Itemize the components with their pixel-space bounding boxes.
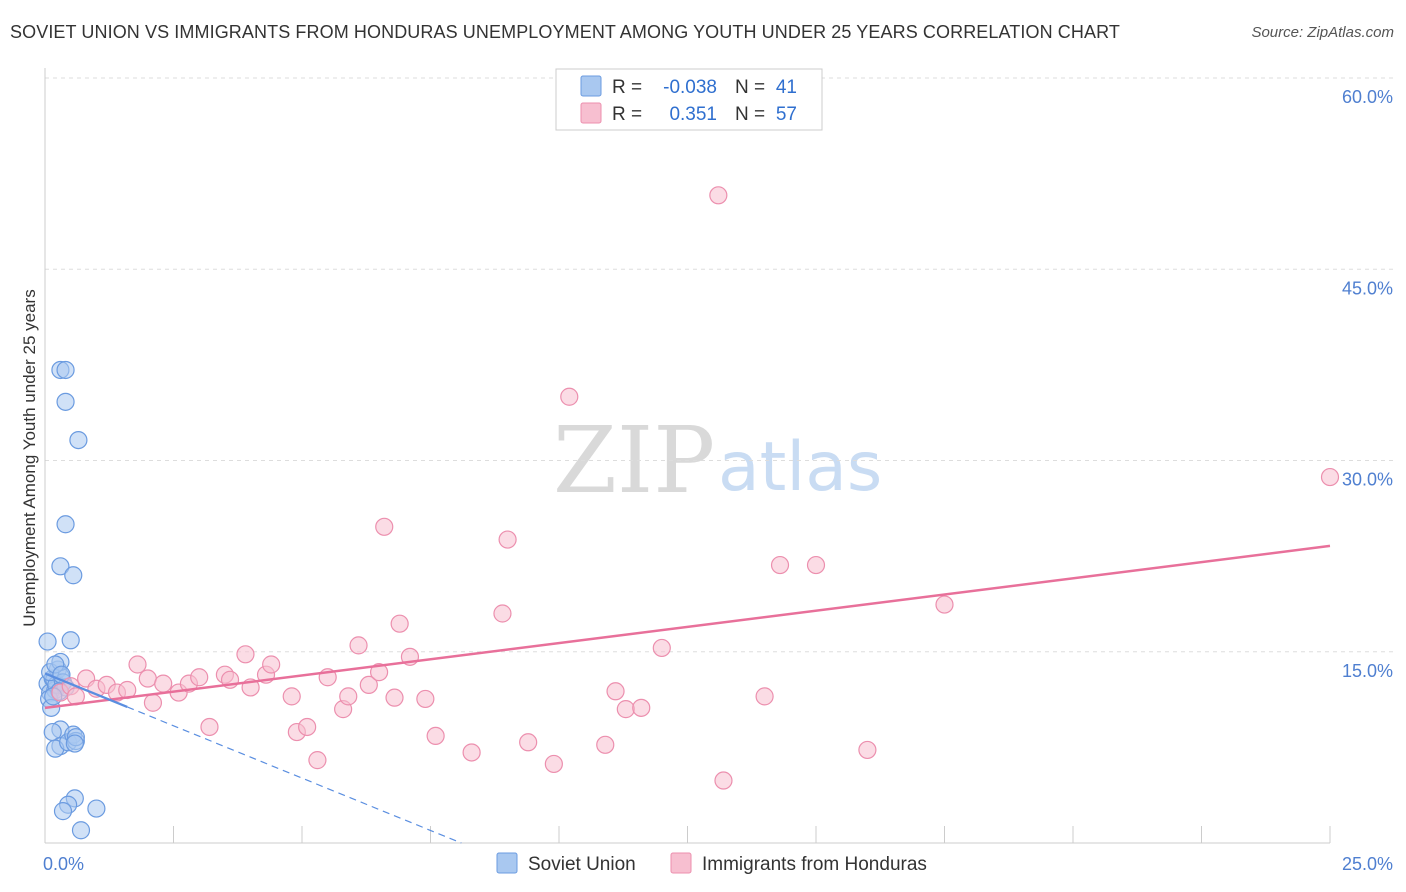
honduras-point-31: [370, 663, 389, 682]
honduras-point-18: [236, 645, 255, 664]
honduras-point-10: [143, 693, 163, 712]
series-label-honduras: Immigrants from Honduras: [702, 854, 927, 875]
honduras-points: [51, 186, 1340, 790]
honduras-point-52: [770, 555, 790, 575]
x-tick-labels: 0.0% 25.0%: [43, 854, 1393, 874]
legend-soviet-n-value: 41: [776, 77, 797, 98]
honduras-point-51: [755, 687, 774, 706]
y-tick-label-3: 60.0%: [1342, 87, 1393, 107]
chart-title: SOVIET UNION VS IMMIGRANTS FROM HONDURAS…: [10, 22, 1120, 42]
honduras-point-32: [375, 517, 394, 536]
honduras-point-25: [308, 751, 327, 770]
honduras-trend-line: [44, 544, 1331, 710]
trend-lines: [44, 544, 1331, 844]
y-axis-label: Unemployment Among Youth under 25 years: [20, 289, 39, 626]
chart-source: Source: ZipAtlas.com: [1251, 24, 1394, 41]
soviet-point-33: [71, 821, 91, 840]
honduras-point-33: [385, 688, 404, 707]
y-tick-label-1: 30.0%: [1342, 470, 1393, 490]
honduras-point-48: [652, 638, 671, 658]
y-tick-labels: 15.0% 30.0% 45.0% 60.0%: [1342, 87, 1393, 681]
soviet-point-36: [56, 392, 75, 411]
soviet-point-19: [61, 631, 80, 650]
honduras-point-53: [806, 555, 826, 575]
series-swatch-soviet: [496, 852, 518, 874]
honduras-point-50: [714, 771, 733, 790]
soviet-union-points: [38, 360, 106, 840]
honduras-point-46: [616, 700, 635, 719]
soviet-point-32: [87, 799, 106, 818]
gridlines: [45, 77, 1393, 653]
legend-honduras-n-label: N =: [735, 104, 765, 125]
legend-swatch-honduras: [580, 102, 602, 124]
soviet-trend-line-dashed: [127, 706, 462, 844]
honduras-point-45: [606, 682, 625, 701]
soviet-trend-line-solid: [44, 672, 128, 708]
series-legend: Soviet Union Immigrants from Honduras: [496, 852, 927, 875]
legend-soviet-r-value: -0.038: [663, 77, 717, 98]
soviet-point-37: [69, 431, 88, 450]
watermark: ZIP atlas: [553, 407, 882, 514]
watermark-zip: ZIP: [553, 407, 715, 514]
series-swatch-honduras: [670, 852, 692, 874]
legend-swatch-soviet: [580, 75, 602, 97]
y-tick-label-0: 15.0%: [1342, 661, 1393, 681]
soviet-point-35: [56, 360, 75, 380]
honduras-point-37: [426, 726, 445, 746]
honduras-point-14: [190, 668, 209, 687]
honduras-point-36: [416, 689, 435, 709]
soviet-point-28: [65, 734, 84, 753]
legend-soviet-n-label: N =: [735, 77, 765, 98]
honduras-point-55: [935, 595, 954, 614]
honduras-point-54: [858, 740, 877, 760]
honduras-point-9: [138, 669, 157, 688]
honduras-point-28: [339, 687, 358, 706]
honduras-point-30: [359, 675, 378, 695]
legend-soviet-r-label: R =: [612, 77, 642, 98]
honduras-point-34: [390, 614, 409, 633]
watermark-atlas: atlas: [718, 428, 882, 507]
honduras-point-15: [200, 717, 219, 737]
soviet-point-38: [56, 515, 75, 534]
honduras-point-29: [349, 636, 368, 655]
legend-honduras-n-value: 57: [776, 104, 797, 125]
x-tick-label-0: 0.0%: [43, 854, 84, 874]
soviet-point-39: [51, 557, 70, 576]
honduras-point-49: [709, 186, 728, 205]
honduras-point-11: [154, 674, 173, 693]
y-tick-label-2: 45.0%: [1342, 278, 1393, 298]
soviet-point-15: [38, 632, 57, 651]
honduras-point-42: [544, 754, 563, 774]
x-tick-label-1: 25.0%: [1342, 854, 1393, 874]
honduras-point-8: [128, 655, 147, 674]
honduras-point-39: [493, 604, 512, 623]
honduras-point-24: [298, 717, 317, 737]
soviet-point-40: [64, 566, 83, 585]
honduras-point-21: [262, 655, 281, 674]
legend-honduras-r-value: 0.351: [669, 104, 717, 125]
correlation-legend: R = -0.038 N = 41 R = 0.351 N = 57: [555, 68, 823, 131]
honduras-point-22: [282, 687, 301, 706]
honduras-point-38: [462, 743, 481, 762]
legend-honduras-r-label: R =: [612, 104, 642, 125]
honduras-point-41: [519, 733, 538, 752]
honduras-point-56: [1320, 467, 1340, 487]
series-label-soviet: Soviet Union: [528, 854, 636, 875]
soviet-point-31: [53, 802, 73, 821]
honduras-point-40: [498, 530, 517, 549]
honduras-point-43: [560, 387, 579, 406]
honduras-point-47: [632, 698, 651, 717]
honduras-point-44: [596, 735, 615, 754]
